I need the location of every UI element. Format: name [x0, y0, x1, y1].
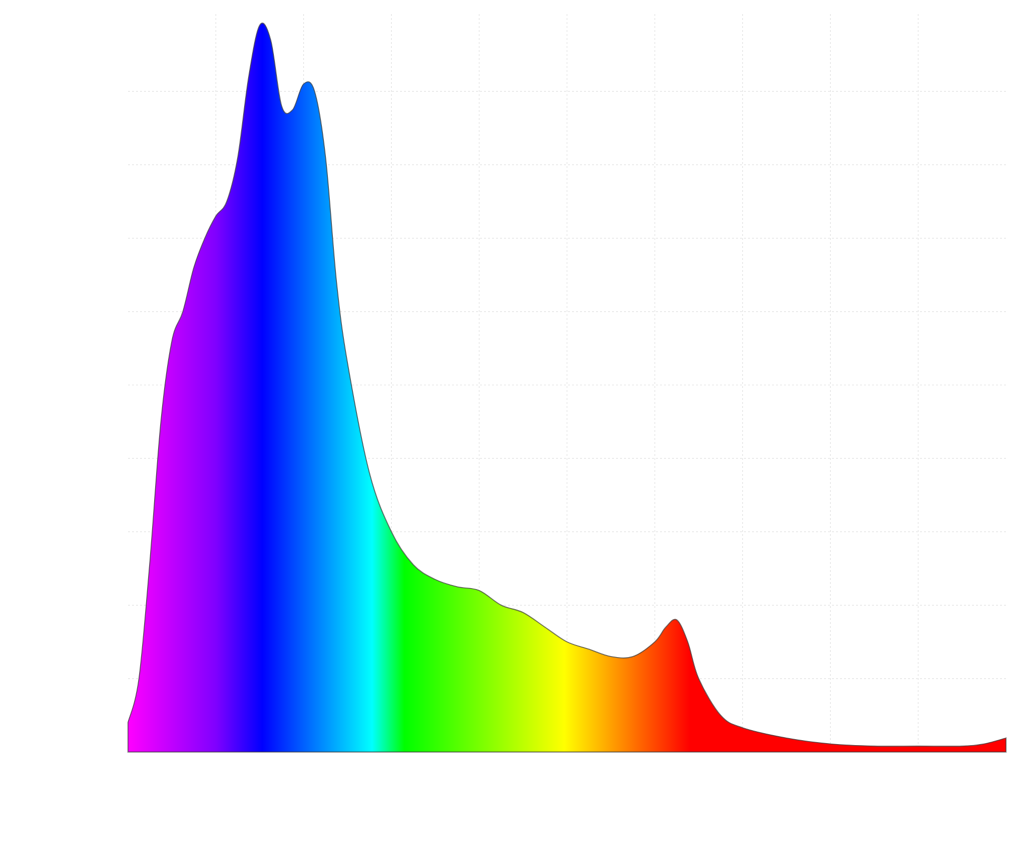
spectrum-area [127, 22, 1007, 753]
